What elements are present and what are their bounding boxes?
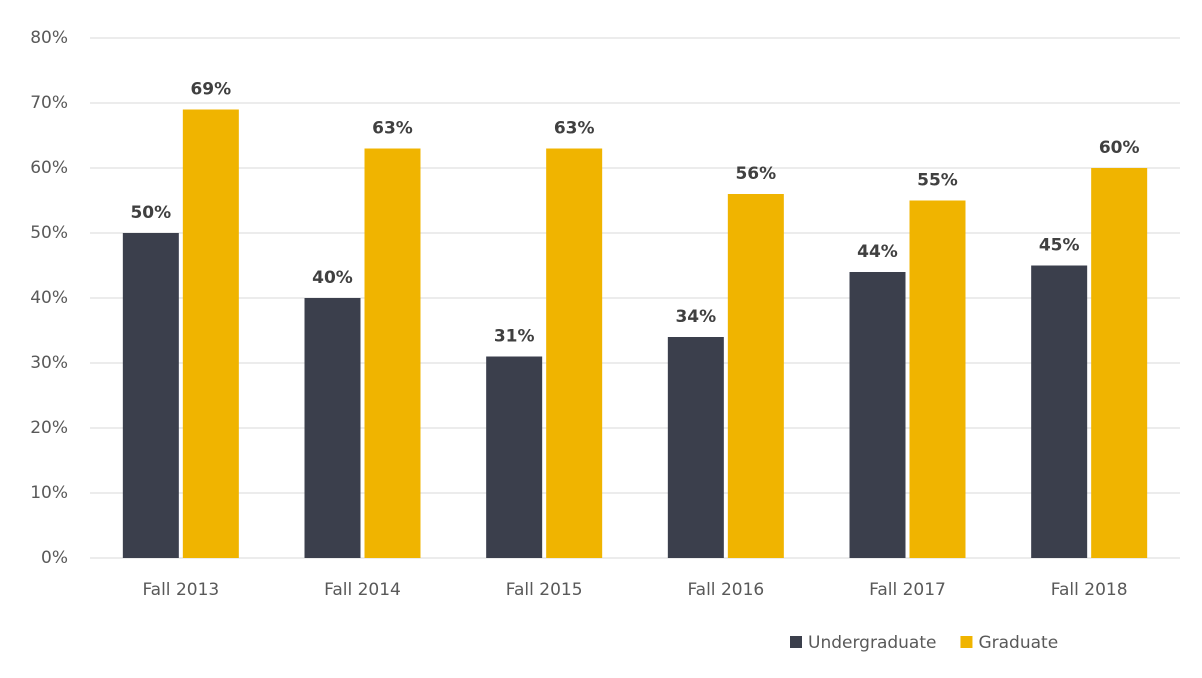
value-label: 50% — [130, 203, 171, 223]
legend-swatch — [960, 636, 973, 648]
y-tick-label: 20% — [30, 418, 68, 438]
bar — [122, 233, 179, 558]
bar — [909, 200, 966, 558]
bar — [727, 194, 784, 558]
y-tick-label: 80% — [30, 28, 68, 48]
y-tick-label: 70% — [30, 93, 68, 113]
bar — [182, 109, 239, 558]
value-label: 63% — [554, 119, 595, 139]
x-tick-label: Fall 2017 — [869, 580, 946, 600]
y-tick-label: 50% — [30, 223, 68, 243]
value-label: 34% — [675, 307, 716, 327]
x-tick-label: Fall 2013 — [142, 580, 219, 600]
bar — [1091, 168, 1148, 558]
legend-swatch — [790, 636, 802, 648]
bar — [304, 298, 361, 558]
bar — [667, 337, 724, 558]
x-tick-label: Fall 2016 — [687, 580, 764, 600]
value-label: 63% — [372, 119, 413, 139]
y-tick-label: 40% — [30, 288, 68, 308]
bar — [486, 356, 543, 558]
value-label: 31% — [494, 327, 535, 347]
x-tick-label: Fall 2015 — [506, 580, 583, 600]
value-label: 60% — [1099, 138, 1140, 158]
y-tick-label: 10% — [30, 483, 68, 503]
value-label: 56% — [735, 164, 776, 184]
y-tick-label: 0% — [41, 548, 68, 568]
y-tick-label: 60% — [30, 158, 68, 178]
legend-label: Undergraduate — [808, 633, 936, 653]
value-label: 45% — [1039, 236, 1080, 256]
value-label: 55% — [917, 171, 958, 191]
y-tick-label: 30% — [30, 353, 68, 373]
value-label: 69% — [190, 80, 231, 100]
value-label: 40% — [312, 268, 353, 288]
legend-label: Graduate — [978, 633, 1058, 653]
bar — [1031, 265, 1088, 558]
bar — [849, 272, 906, 558]
x-tick-label: Fall 2014 — [324, 580, 401, 600]
value-label: 44% — [857, 242, 898, 262]
bar — [364, 148, 421, 558]
x-tick-label: Fall 2018 — [1051, 580, 1128, 600]
bar — [546, 148, 603, 558]
